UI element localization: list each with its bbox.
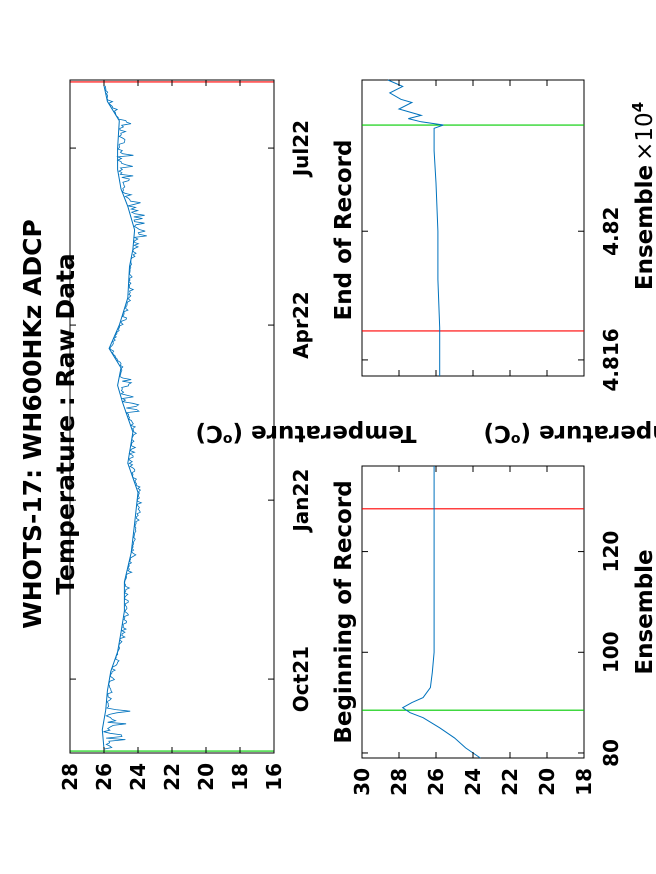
y-tick-label: 20 (535, 768, 559, 796)
end-x-axis-label: Ensemble×104 (629, 102, 656, 290)
y-tick-label: 22 (498, 768, 522, 796)
chart-title: WHOTS-17: WH600HKz ADCP (18, 219, 47, 629)
x-tick-label: 120 (599, 531, 623, 573)
end-of-record-panel: End of Record 4.816 4.82 Ensemble×104 (331, 79, 656, 392)
y-tick-label: 26 (424, 768, 448, 796)
x-tick-label: 100 (599, 631, 623, 673)
main-temperature-series (101, 85, 139, 750)
beginning-plot-frame (361, 465, 585, 759)
beginning-of-record-panel: Beginning of Record 80 100 120 30 28 26 24 22 2… (331, 420, 656, 796)
y-tick-label: 26 (92, 763, 116, 791)
beginning-x-axis-label: Ensemble (632, 549, 656, 674)
x-tick-label: Jul22 (289, 120, 313, 178)
end-panel-title: End of Record (331, 140, 357, 321)
x-tick-label: 4.82 (599, 207, 623, 256)
beginning-y-axis-label: Temperature (oC) (484, 420, 656, 447)
main-y-axis-label: Temperature (oC) (196, 420, 417, 447)
y-tick-label: 18 (572, 768, 596, 796)
end-plot-frame (361, 79, 585, 377)
y-tick-label: 28 (58, 763, 82, 791)
main-temperature-spikes (103, 85, 147, 750)
x-tick-label: Apr22 (289, 291, 313, 359)
chart-subtitle: Temperature : Raw Data (51, 253, 80, 595)
x-tick-label: Jan22 (289, 469, 313, 534)
y-tick-label: 30 (350, 768, 374, 796)
beginning-panel-title: Beginning of Record (331, 480, 357, 743)
main-plot-frame (69, 79, 275, 754)
x-tick-label: Oct21 (289, 646, 313, 712)
y-tick-label: 18 (228, 763, 252, 791)
beginning-temperature-series (401, 466, 481, 759)
y-tick-label: 22 (160, 763, 184, 791)
y-tick-label: 28 (387, 768, 411, 796)
y-tick-label: 24 (461, 768, 485, 796)
x-tick-label: 80 (599, 739, 623, 767)
end-temperature-series (387, 79, 444, 376)
y-tick-label: 16 (262, 763, 286, 791)
main-time-series-panel: Oct21 Jan22 Apr22 Jul22 28 26 24 22 20 18 16 Temp… (58, 79, 417, 791)
x-tick-label: 4.816 (599, 328, 623, 391)
y-tick-label: 24 (126, 763, 150, 791)
y-tick-label: 20 (194, 763, 218, 791)
